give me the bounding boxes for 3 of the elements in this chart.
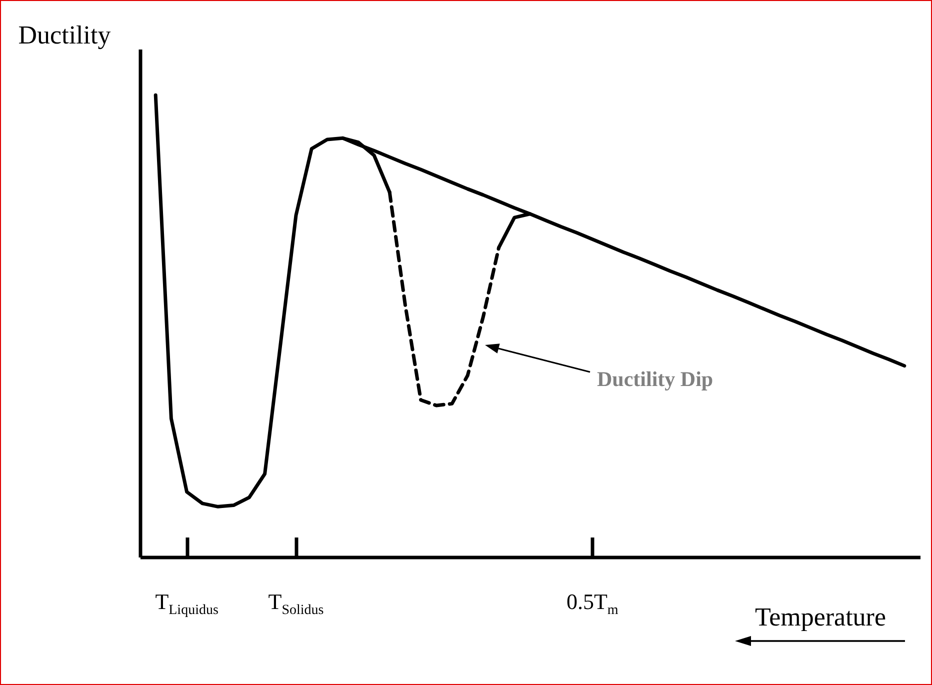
- x-axis-title: Temperature: [755, 602, 886, 632]
- annotation: Ductility Dip: [597, 367, 714, 391]
- y-axis-title: Ductility: [18, 20, 111, 50]
